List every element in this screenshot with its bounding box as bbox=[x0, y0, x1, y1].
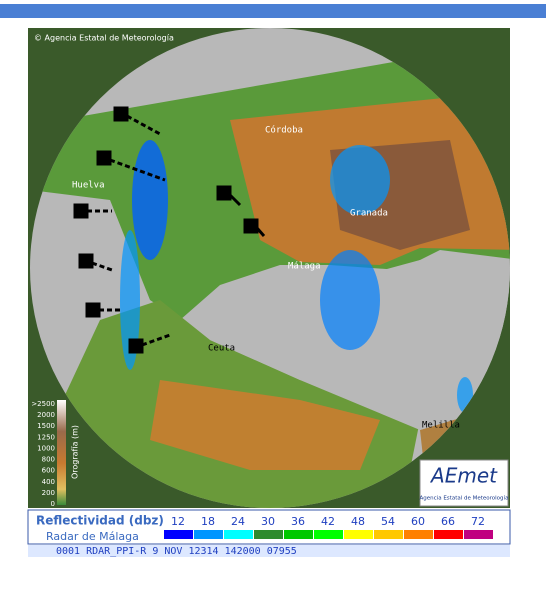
legend-swatch bbox=[194, 530, 223, 539]
city-label: Ceuta bbox=[208, 344, 235, 354]
legend-swatch bbox=[224, 530, 253, 539]
legend-swatch bbox=[434, 530, 463, 539]
legend-steps: 12 18 24 30 36 42 48 54 60 66 72 bbox=[164, 515, 493, 539]
legend-swatch bbox=[374, 530, 403, 539]
legend-swatch bbox=[254, 530, 283, 539]
legend-value: 48 bbox=[351, 515, 365, 528]
orography-level: 1000 bbox=[37, 444, 55, 452]
legend-swatch bbox=[284, 530, 313, 539]
legend-swatch bbox=[404, 530, 433, 539]
legend-value: 18 bbox=[201, 515, 215, 528]
orography-bar bbox=[57, 400, 66, 505]
orography-level: 800 bbox=[42, 456, 55, 464]
legend-value: 30 bbox=[261, 515, 275, 528]
city-label: Córdoba bbox=[265, 125, 303, 136]
arrows bbox=[73, 106, 266, 354]
city-label: Granada bbox=[350, 209, 388, 219]
orography-level: 0 bbox=[51, 500, 55, 508]
radar-image: © Agencia Estatal de Meteorología Córdob… bbox=[28, 28, 510, 508]
orography-level: 1500 bbox=[37, 422, 55, 430]
copyright: © Agencia Estatal de Meteorología bbox=[34, 34, 174, 43]
orography-title: Orografía (m) bbox=[71, 425, 80, 479]
orography-level: 400 bbox=[42, 478, 55, 486]
city-labels: Córdoba Huelva Granada Málaga Ceuta Meli… bbox=[72, 125, 460, 431]
status-line: 0001 RDAR_PPI-R 9 NOV 12314 142000 07955 bbox=[56, 546, 297, 557]
logo-box bbox=[419, 459, 509, 507]
orography-level: 2000 bbox=[37, 411, 55, 419]
legend-swatch bbox=[344, 530, 373, 539]
legend-swatch bbox=[164, 530, 193, 539]
legend-value: 36 bbox=[291, 515, 305, 528]
status-bar bbox=[28, 545, 510, 557]
legend-value: 54 bbox=[381, 515, 395, 528]
logo: AEmet bbox=[429, 464, 498, 488]
legend-value: 66 bbox=[441, 515, 455, 528]
orography-level: 200 bbox=[42, 489, 55, 497]
city-label: Melilla bbox=[422, 421, 460, 431]
city-label: Huelva bbox=[72, 181, 105, 191]
legend-subtitle: Radar de Málaga bbox=[46, 530, 139, 543]
orography-level: 600 bbox=[42, 467, 55, 475]
logo-subtitle: Agencia Estatal de Meteorología bbox=[420, 495, 509, 502]
legend-title: Reflectividad (dbz) bbox=[36, 514, 164, 528]
legend-swatch bbox=[314, 530, 343, 539]
orography-level: >2500 bbox=[31, 400, 55, 408]
top-bar bbox=[0, 4, 546, 18]
legend-value: 12 bbox=[171, 515, 185, 528]
legend-value: 42 bbox=[321, 515, 335, 528]
legend-value: 24 bbox=[231, 515, 245, 528]
legend-value: 60 bbox=[411, 515, 425, 528]
city-label: Málaga bbox=[288, 262, 321, 272]
orography-level: 1250 bbox=[37, 433, 55, 441]
legend-value: 72 bbox=[471, 515, 485, 528]
legend-swatch bbox=[464, 530, 493, 539]
